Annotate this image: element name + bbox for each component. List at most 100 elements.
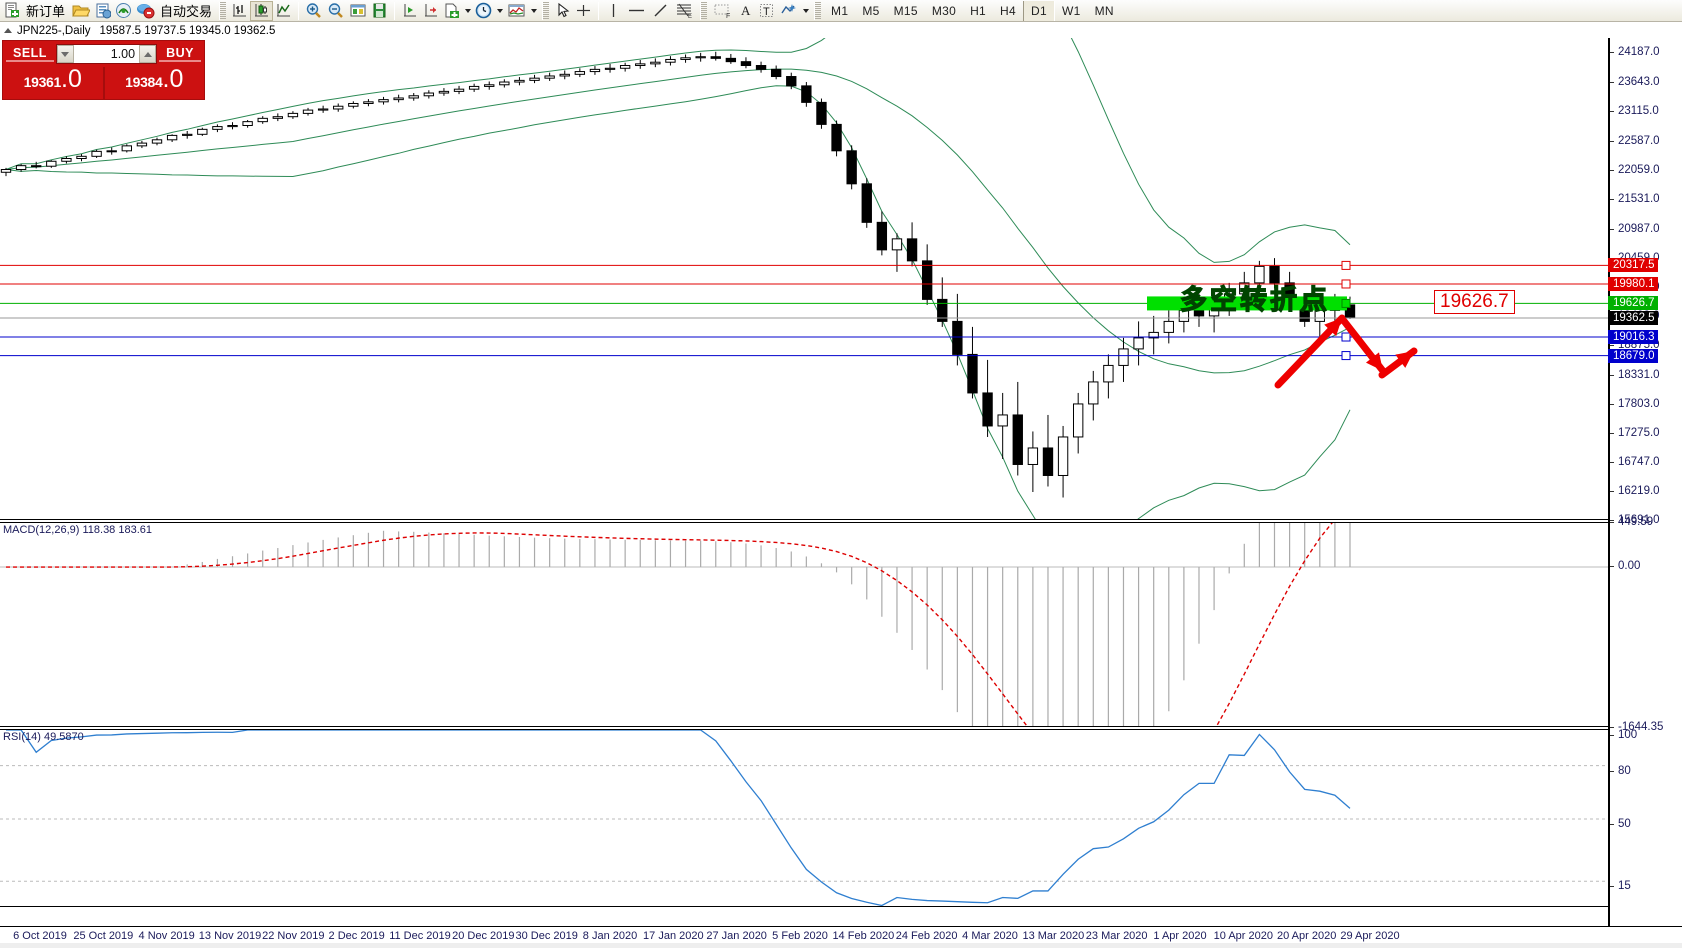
level-handle[interactable] xyxy=(1341,298,1351,308)
timeframe-m1[interactable]: M1 xyxy=(824,1,855,21)
rsi-pane[interactable]: RSI(14) 49.5870 xyxy=(0,729,1608,907)
open-chart-icon[interactable] xyxy=(92,1,113,21)
vertical-line-icon[interactable] xyxy=(603,1,624,21)
date-tick: 24 Feb 2020 xyxy=(895,930,958,942)
horizontal-scrollbar[interactable] xyxy=(0,943,1682,948)
date-tick: 13 Nov 2019 xyxy=(198,930,262,942)
text-label-icon[interactable]: F xyxy=(710,1,735,21)
tile-windows-icon[interactable] xyxy=(347,1,369,21)
chevron-down-icon-2[interactable] xyxy=(497,8,504,13)
indicators-icon[interactable] xyxy=(505,1,539,21)
period-clock-icon[interactable] xyxy=(473,1,505,21)
level-handle[interactable] xyxy=(1341,351,1351,361)
objects-icon[interactable] xyxy=(777,1,811,21)
timeframe-m15[interactable]: M15 xyxy=(887,1,925,21)
date-tick: 11 Dec 2019 xyxy=(389,930,451,942)
zoom-in-icon[interactable] xyxy=(303,1,325,21)
time-axis[interactable]: 6 Oct 2019 25 Oct 2019 4 Nov 2019 13 Nov 20… xyxy=(0,926,1682,948)
date-tick: 1 Apr 2020 xyxy=(1153,930,1207,942)
timeframe-w1[interactable]: W1 xyxy=(1055,1,1088,21)
date-tick: 30 Dec 2019 xyxy=(515,930,578,942)
text-icon[interactable]: A xyxy=(735,1,756,21)
chevron-down-icon-3[interactable] xyxy=(531,8,538,13)
toolbar-divider xyxy=(298,1,300,20)
toolbar-separator-2 xyxy=(542,1,550,20)
svg-text:A: A xyxy=(741,3,751,18)
price-chart-svg[interactable] xyxy=(0,38,1608,520)
price-level-badge[interactable]: 18679.0 xyxy=(1608,348,1658,363)
toolbar-separator xyxy=(219,1,227,20)
rsi-tick: 80 xyxy=(1610,765,1631,777)
volume-stepper[interactable]: 1.00 xyxy=(55,44,158,64)
expert-advisor-icon[interactable] xyxy=(441,1,473,21)
rsi-tick: 15 xyxy=(1610,880,1631,892)
textbox-icon[interactable]: T xyxy=(756,1,777,21)
sell-button[interactable]: 19361 .0 xyxy=(3,67,103,100)
chevron-down-icon[interactable] xyxy=(465,8,472,13)
price-level-badge[interactable]: 19362.5 xyxy=(1608,310,1658,325)
rsi-tick: 50 xyxy=(1610,818,1631,830)
save-icon[interactable] xyxy=(369,1,390,21)
price-level-badge[interactable]: 19016.3 xyxy=(1608,330,1658,344)
price-axis[interactable]: 24187.0 23643.0 23115.0 22587.0 22059.0 21531… xyxy=(1608,38,1682,926)
date-tick: 6 Oct 2019 xyxy=(13,930,67,942)
volume-input[interactable]: 1.00 xyxy=(73,45,140,63)
timeframe-mn[interactable]: MN xyxy=(1088,1,1121,21)
date-tick: 29 Apr 2020 xyxy=(1340,930,1400,942)
trendline-icon[interactable] xyxy=(649,1,672,21)
candlestick-chart-icon[interactable] xyxy=(250,0,274,21)
volume-increment-button[interactable] xyxy=(139,45,157,63)
volume-decrement-button[interactable] xyxy=(56,45,74,63)
macd-pane[interactable]: MACD(12,26,9) 118.38 183.61 xyxy=(0,522,1608,727)
support-zone-band[interactable] xyxy=(1147,296,1347,311)
date-tick: 5 Feb 2020 xyxy=(772,930,828,942)
zoom-out-icon[interactable] xyxy=(325,1,347,21)
macd-chart-svg[interactable] xyxy=(0,523,1608,727)
macd-signal-line xyxy=(6,523,1333,726)
price-tick: 23115.0 xyxy=(1610,105,1659,117)
timeframe-m30[interactable]: M30 xyxy=(925,1,963,21)
buy-button[interactable]: 19384 .0 xyxy=(105,67,205,100)
bar-chart-icon[interactable] xyxy=(229,1,250,21)
bollinger-middle-band xyxy=(5,68,1351,374)
svg-text:T: T xyxy=(763,6,770,18)
shift-end-icon[interactable] xyxy=(420,1,441,21)
chart-area[interactable]: MACD(12,26,9) 118.38 183.61 RSI(14) 49.5… xyxy=(0,38,1682,926)
autotrade-button[interactable]: 自动交易 xyxy=(134,1,216,21)
line-chart-icon[interactable] xyxy=(273,1,294,21)
price-tick: 21531.0 xyxy=(1610,193,1660,205)
timeframe-h4[interactable]: H4 xyxy=(993,1,1023,21)
level-handle[interactable] xyxy=(1341,332,1351,342)
shift-start-icon[interactable] xyxy=(399,1,420,21)
price-level-badge[interactable]: 20317.5 xyxy=(1608,258,1658,273)
chart-scrollbar-strip[interactable] xyxy=(0,927,1682,948)
buy-label: BUY xyxy=(159,46,201,62)
timeframe-label: H4 xyxy=(1000,3,1016,18)
timeframe-label: M30 xyxy=(931,3,957,18)
fibonacci-icon[interactable]: E xyxy=(672,1,697,21)
timeframe-h1[interactable]: H1 xyxy=(963,1,993,21)
trade-panel-prices: 19361 .0 19384 .0 xyxy=(3,67,204,100)
price-level-badge[interactable]: 19980.1 xyxy=(1608,276,1658,291)
level-handle[interactable] xyxy=(1341,260,1351,270)
timeframe-d1[interactable]: D1 xyxy=(1023,0,1055,21)
level-handle[interactable] xyxy=(1341,279,1351,289)
chevron-down-icon-4[interactable] xyxy=(803,8,810,13)
price-level-badge[interactable]: 19626.7 xyxy=(1608,296,1658,311)
folder-icon[interactable] xyxy=(69,1,92,21)
rsi-chart-svg[interactable] xyxy=(0,730,1608,907)
signals-icon[interactable] xyxy=(113,1,134,21)
symbol-info-bar: JPN225-,Daily 19587.5 19737.5 19345.0 19… xyxy=(0,23,1682,38)
trade-panel-top-row: SELL 1.00 BUY xyxy=(3,41,204,67)
crosshair-icon[interactable] xyxy=(573,1,594,21)
new-order-button[interactable]: 新订单 xyxy=(2,1,69,21)
price-tick: 22059.0 xyxy=(1610,164,1660,176)
date-tick: 20 Dec 2019 xyxy=(452,930,515,942)
timeframe-label: D1 xyxy=(1031,3,1047,18)
horizontal-line-icon[interactable] xyxy=(624,1,649,21)
cursor-icon[interactable] xyxy=(552,1,573,21)
price-pane[interactable] xyxy=(0,38,1608,520)
timeframe-label: H1 xyxy=(970,3,987,18)
one-click-trading-panel[interactable]: SELL 1.00 BUY 19361 .0 19384 .0 xyxy=(2,40,205,100)
timeframe-m5[interactable]: M5 xyxy=(855,1,886,21)
